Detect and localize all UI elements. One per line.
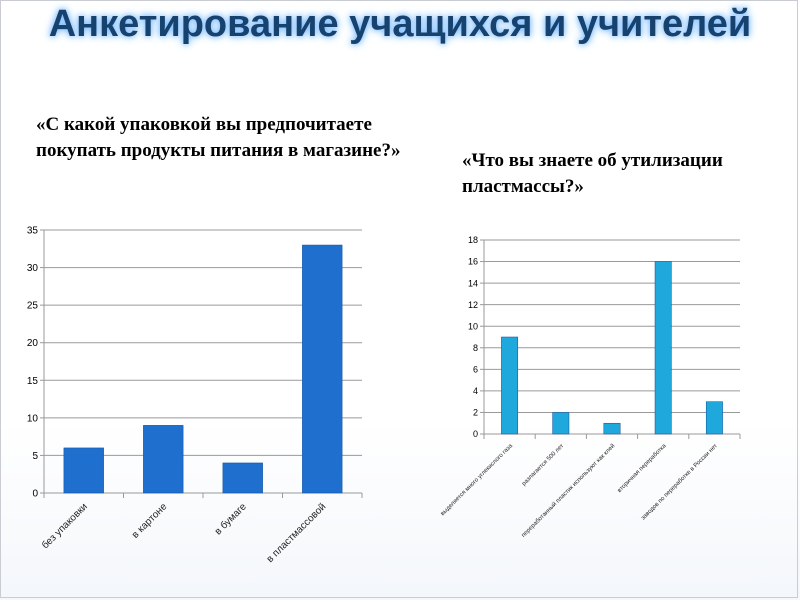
chart1-bar bbox=[63, 447, 104, 494]
chart1-x-label: в пластмассовой bbox=[265, 501, 329, 565]
question-plastic-recycling: «Что вы знаете об утилизации пластмассы?… bbox=[462, 150, 723, 197]
chart2-x-labels: выделяется много углекислого газа разлага… bbox=[440, 442, 719, 538]
chart1-bar bbox=[222, 462, 263, 494]
chart1-y-tick-label: 30 bbox=[27, 263, 39, 274]
chart2-y-tick-label: 12 bbox=[468, 300, 478, 310]
chart2-y-tick-label: 0 bbox=[473, 429, 478, 439]
chart1-bar bbox=[143, 425, 184, 494]
chart1-y-tick-label: 10 bbox=[27, 413, 39, 424]
chart2-y-tick-label: 2 bbox=[473, 408, 478, 418]
packaging-bar-chart: 0 5 10 15 20 25 30 35 без упаковки в картоне в бу… bbox=[27, 226, 363, 565]
chart2-x-label: переработанный пластик используют как кл… bbox=[520, 442, 616, 538]
chart1-y-tick-label: 15 bbox=[27, 376, 39, 387]
chart1-x-labels: без упаковки в картоне в бумаге в пластмасс… bbox=[39, 500, 328, 565]
chart2-y-tick-label: 4 bbox=[473, 386, 478, 396]
chart1-y-tick-label: 25 bbox=[27, 301, 39, 312]
chart2-y-tick-label: 18 bbox=[468, 235, 478, 245]
chart1-y-tick-label: 20 bbox=[27, 338, 39, 349]
chart2-bar bbox=[552, 412, 570, 435]
chart2-y-tick-label: 16 bbox=[468, 257, 478, 267]
chart2-y-tick-label: 8 bbox=[473, 343, 478, 353]
chart1-x-label: без упаковки bbox=[39, 501, 90, 552]
chart2-y-tick-label: 10 bbox=[468, 321, 478, 331]
plastic-knowledge-bar-chart: 0 2 4 6 8 10 12 14 16 18 выделяется много углекис… bbox=[440, 235, 741, 539]
question-packaging: «С какой упаковкой вы предпочитаете поку… bbox=[36, 114, 401, 161]
chart2-y-tick-label: 14 bbox=[468, 278, 478, 288]
chart2-x-label: разлагается 500 лет bbox=[521, 443, 565, 487]
slide-title: Анкетирование учащихся и учителей bbox=[48, 3, 752, 45]
chart2-gridlines bbox=[483, 239, 741, 439]
chart1-y-tick-label: 0 bbox=[32, 489, 38, 500]
chart1-y-tick-label: 5 bbox=[32, 451, 38, 462]
chart2-x-label: вторичная переработка bbox=[617, 443, 668, 494]
chart1-x-label: в картоне bbox=[130, 501, 170, 541]
chart1-y-ticks: 0 5 10 15 20 25 30 35 bbox=[27, 226, 44, 500]
chart2-bar bbox=[603, 422, 621, 435]
chart2-bar bbox=[654, 261, 672, 435]
chart1-x-label: в бумаге bbox=[212, 500, 249, 537]
chart1-bars bbox=[63, 244, 343, 494]
chart2-x-label: выделяется много углекислого газа bbox=[440, 443, 515, 518]
chart2-bar bbox=[705, 401, 723, 435]
chart2-bar bbox=[501, 336, 519, 435]
chart2-y-ticks: 0 2 4 6 8 10 12 14 16 18 bbox=[468, 235, 484, 439]
chart2-y-tick-label: 6 bbox=[473, 364, 478, 374]
chart1-y-tick-label: 35 bbox=[27, 226, 39, 237]
chart2-bars bbox=[501, 261, 723, 435]
chart1-bar bbox=[302, 244, 343, 494]
